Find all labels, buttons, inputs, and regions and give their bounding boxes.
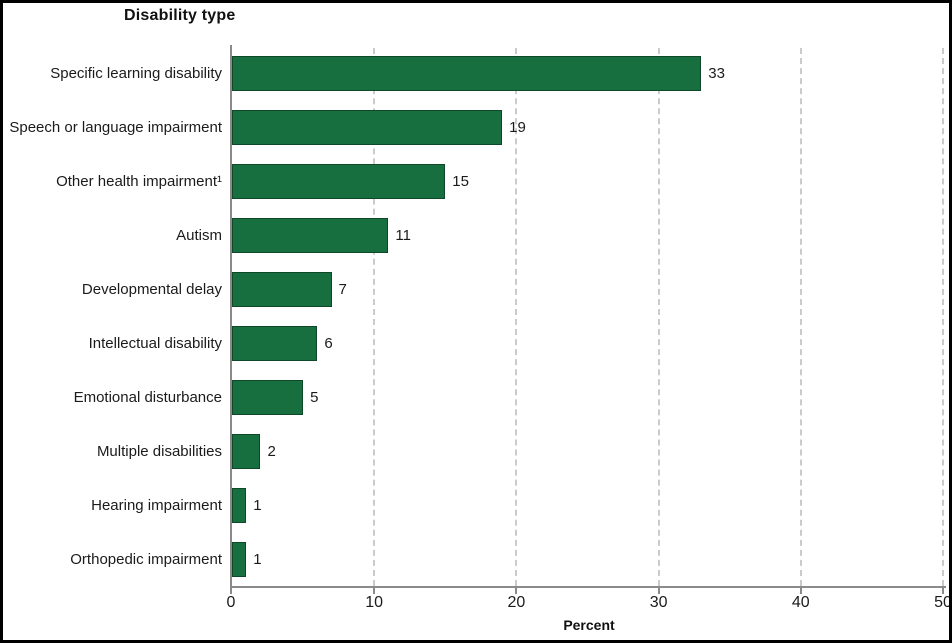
bar: [232, 542, 247, 577]
category-label: Other health impairment¹: [56, 172, 222, 190]
bar: [232, 326, 318, 361]
y-axis-line: [230, 45, 232, 586]
bar: [232, 434, 261, 469]
category-label: Emotional disturbance: [73, 388, 222, 406]
value-label: 19: [509, 119, 526, 136]
bar: [232, 164, 446, 199]
category-label: Speech or language impairment: [9, 118, 222, 136]
x-tick-10: [373, 588, 376, 594]
value-label: 6: [324, 335, 333, 352]
x-tick-label: 20: [507, 594, 526, 611]
value-label: 11: [395, 227, 411, 244]
gridline-50: [942, 48, 944, 586]
bar: [232, 218, 389, 253]
gridline-10: [373, 48, 376, 586]
value-label: 1: [253, 497, 262, 514]
value-label: 2: [267, 443, 276, 460]
category-label: Hearing impairment: [91, 496, 222, 514]
category-label: Developmental delay: [81, 280, 222, 298]
x-axis-line: [230, 586, 946, 588]
x-axis-title: Percent: [563, 617, 615, 633]
x-tick-label: 30: [649, 594, 668, 611]
category-label: Autism: [176, 226, 222, 244]
value-label: 33: [708, 65, 725, 82]
gridline-20: [515, 48, 518, 586]
category-label: Multiple disabilities: [96, 442, 222, 460]
value-label: 15: [452, 173, 469, 190]
x-tick-30: [657, 588, 660, 594]
bar: [232, 380, 304, 415]
x-tick-label: 10: [365, 594, 384, 611]
x-tick-label: 50: [934, 594, 952, 611]
bar: [232, 488, 247, 523]
x-tick-50: [942, 588, 944, 594]
value-label: 7: [338, 281, 347, 298]
value-label: 5: [310, 389, 319, 406]
gridline-40: [799, 48, 802, 586]
category-label: Specific learning disability: [50, 64, 222, 82]
x-tick-40: [799, 588, 802, 594]
x-tick-20: [515, 588, 518, 594]
value-label: 1: [253, 551, 262, 568]
category-label: Intellectual disability: [88, 334, 222, 352]
chart-title: Disability type: [124, 7, 236, 24]
x-tick-label: 40: [791, 594, 810, 611]
bar: [232, 56, 702, 91]
bar: [232, 110, 503, 145]
bar: [232, 272, 332, 307]
category-label: Orthopedic impairment: [70, 550, 222, 568]
x-tick-0: [230, 588, 232, 594]
x-tick-label: 0: [226, 594, 236, 611]
gridline-30: [657, 48, 660, 586]
